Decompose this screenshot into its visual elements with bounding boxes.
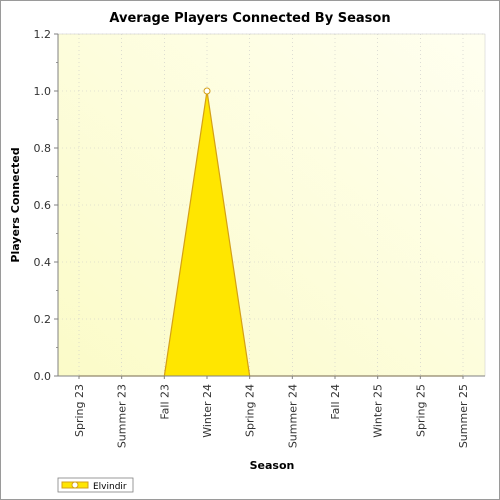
x-tick-label: Summer 23	[116, 384, 129, 448]
y-tick-label: 1.2	[34, 28, 52, 41]
legend-marker	[71, 481, 79, 489]
x-tick-label: Spring 23	[73, 384, 86, 437]
x-tick-label: Summer 24	[286, 384, 299, 448]
x-axis-label: Season	[250, 459, 295, 472]
x-tick-label: Spring 25	[414, 384, 427, 437]
data-point-marker	[203, 87, 211, 95]
chart-title: Average Players Connected By Season	[109, 11, 390, 26]
y-axis: 0.0 0.2 0.4 0.6 0.8 1.0 1.2	[34, 28, 59, 383]
plot-area	[57, 33, 486, 377]
legend-series-label: Elvindir	[93, 482, 127, 492]
y-tick-label: 1.0	[34, 85, 52, 98]
y-tick-label: 0.4	[34, 256, 52, 269]
x-tick-label: Fall 24	[329, 384, 342, 420]
y-tick-label: 0.0	[34, 370, 52, 383]
y-tick-label: 0.2	[34, 313, 52, 326]
x-tick-label: Winter 24	[201, 384, 214, 438]
x-axis: Spring 23 Summer 23 Fall 23 Winter 24 Spring…	[58, 375, 485, 448]
x-tick-label: Spring 24	[244, 384, 257, 437]
x-tick-label: Winter 25	[372, 384, 385, 438]
y-tick-label: 0.8	[34, 142, 52, 155]
x-tick-label: Fall 23	[158, 384, 171, 420]
legend: Elvindir	[57, 477, 134, 493]
y-tick-label: 0.6	[34, 199, 52, 212]
y-axis-label: Players Connected	[9, 147, 22, 262]
x-tick-label: Summer 25	[457, 384, 470, 448]
